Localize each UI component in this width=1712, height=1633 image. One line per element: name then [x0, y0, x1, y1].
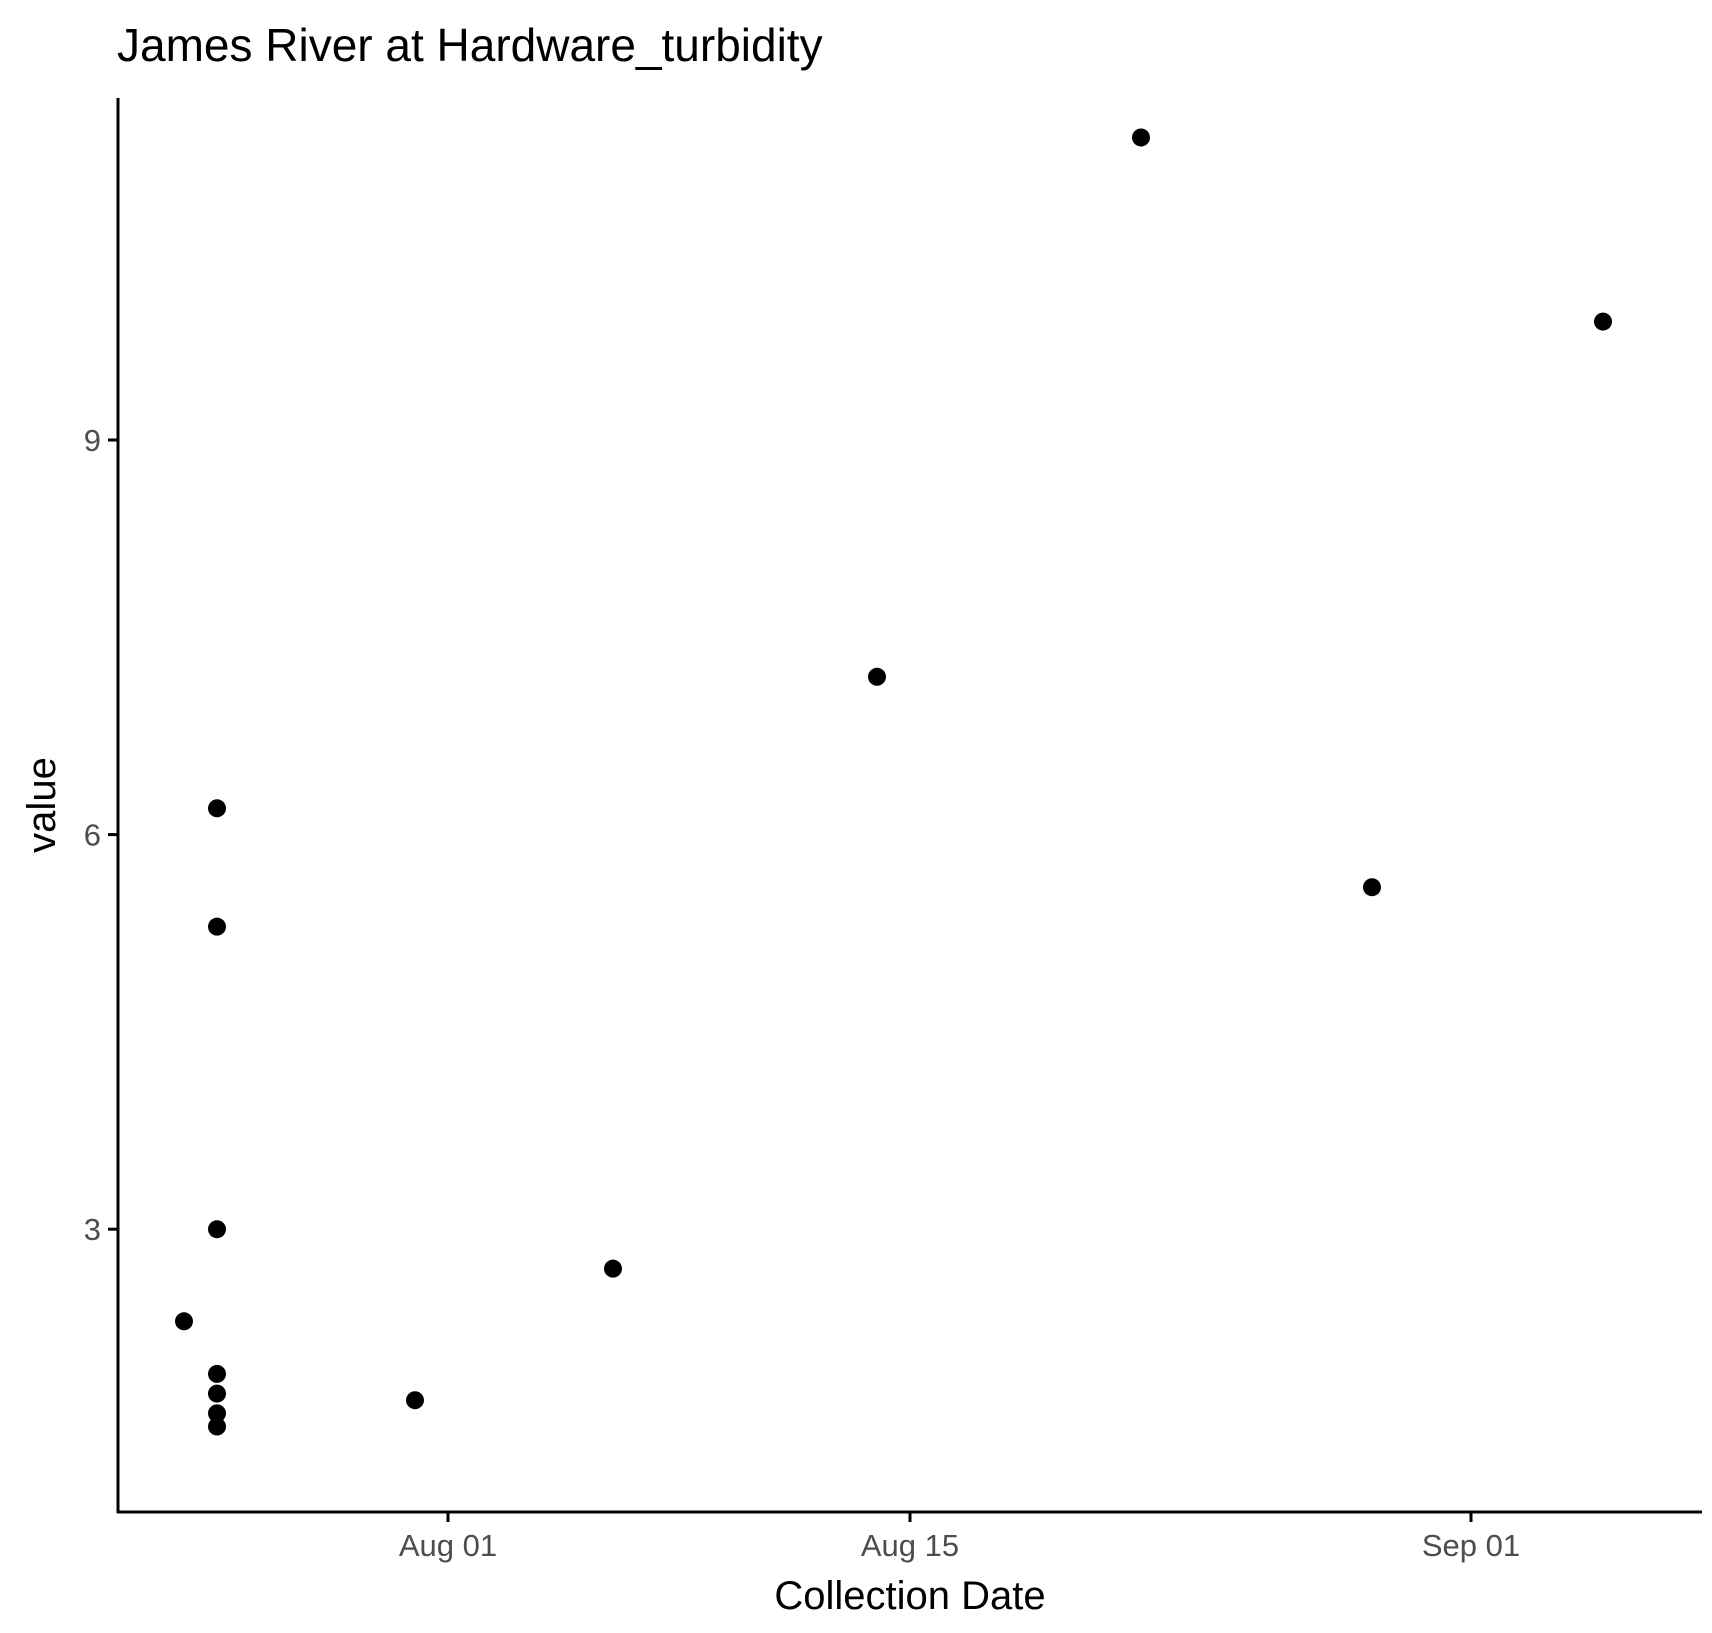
- x-tick-label: Sep 01: [1422, 1528, 1520, 1563]
- chart-title: James River at Hardware_turbidity: [117, 19, 823, 71]
- data-point: [208, 1404, 226, 1423]
- y-tick-label: 6: [84, 818, 101, 853]
- data-point: [208, 917, 226, 936]
- data-point: [1594, 312, 1612, 331]
- data-points: [175, 128, 1612, 1436]
- y-tick-label: 9: [84, 423, 101, 458]
- data-point: [1363, 878, 1381, 897]
- y-tick-label: 3: [84, 1212, 101, 1247]
- data-point: [208, 799, 226, 818]
- data-point: [208, 1364, 226, 1383]
- data-point: [208, 1417, 226, 1436]
- x-axis-title: Collection Date: [774, 1574, 1045, 1618]
- data-point: [406, 1391, 424, 1410]
- data-point: [1132, 128, 1150, 147]
- data-point: [604, 1259, 622, 1278]
- y-axis-title: value: [20, 757, 64, 853]
- data-point: [208, 1220, 226, 1239]
- data-point: [208, 1384, 226, 1403]
- data-point: [868, 667, 886, 686]
- y-axis-ticks: 3 6 9: [84, 423, 118, 1247]
- x-tick-label: Aug 15: [861, 1528, 959, 1563]
- data-point: [175, 1312, 193, 1331]
- x-tick-label: Aug 01: [399, 1528, 497, 1563]
- x-axis-ticks: Aug 01 Aug 15 Sep 01: [399, 1512, 1520, 1563]
